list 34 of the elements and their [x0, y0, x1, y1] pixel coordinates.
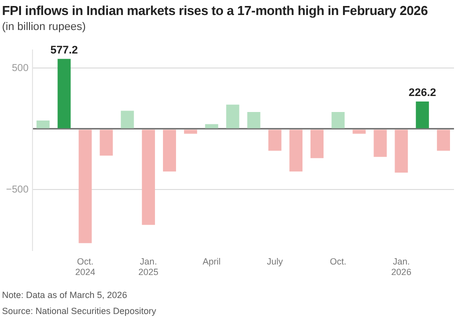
x-tick-label: Oct. 2024 — [75, 256, 96, 278]
bar — [36, 120, 50, 128]
y-tick-label: 500 — [12, 62, 29, 74]
bar — [268, 130, 282, 151]
y-tick-label: −500 — [6, 184, 29, 196]
bar — [142, 130, 155, 225]
bar — [247, 112, 260, 128]
bar — [120, 110, 134, 128]
x-tick-label: July — [266, 256, 284, 266]
x-tick-label: Oct. — [330, 256, 346, 266]
data-label: 577.2 — [50, 44, 78, 56]
text: Note: Data as of March 5, 2026 — [2, 289, 128, 302]
x-tick-label: April — [202, 256, 221, 266]
source-note: Source: National Securities Depository — [2, 305, 156, 318]
bar — [226, 104, 240, 128]
bar — [205, 124, 218, 128]
x-tick-label: Jan. 2026 — [391, 256, 412, 278]
bar — [394, 130, 408, 173]
bar — [184, 130, 198, 134]
bar — [289, 130, 302, 172]
bar — [352, 130, 366, 134]
chart-subtitle: (in billion rupees) — [2, 21, 86, 33]
bar — [310, 130, 324, 158]
chart-title: FPI inflows in Indian markets rises to a 17-month high in February 2026 — [2, 3, 428, 18]
bar — [100, 130, 113, 156]
bar — [162, 130, 176, 172]
bar — [374, 130, 387, 157]
bar — [332, 112, 345, 128]
bar — [58, 58, 71, 128]
bar — [78, 130, 92, 244]
bar — [436, 130, 450, 151]
data-label: 226.2 — [408, 87, 436, 100]
x-tick-label: Jan. 2025 — [138, 256, 158, 278]
bar — [416, 101, 429, 128]
